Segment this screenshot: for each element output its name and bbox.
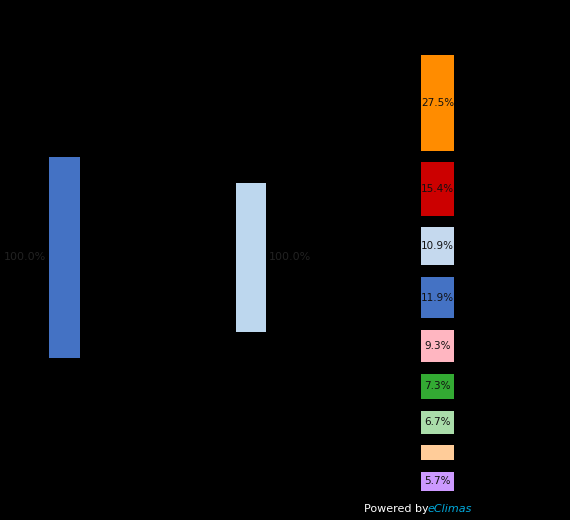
FancyBboxPatch shape [421, 162, 454, 216]
Text: 5.7%: 5.7% [424, 476, 451, 486]
FancyBboxPatch shape [421, 277, 454, 318]
FancyBboxPatch shape [236, 184, 266, 332]
Text: 10.9%: 10.9% [421, 241, 454, 251]
Text: 6.7%: 6.7% [424, 417, 451, 427]
FancyBboxPatch shape [421, 227, 454, 265]
Text: 11.9%: 11.9% [421, 293, 454, 303]
Text: 100.0%: 100.0% [3, 252, 46, 263]
FancyBboxPatch shape [421, 374, 454, 399]
FancyBboxPatch shape [421, 472, 454, 491]
Text: Powered by: Powered by [364, 504, 431, 514]
Text: 7.3%: 7.3% [424, 381, 451, 392]
Text: 27.5%: 27.5% [421, 98, 454, 108]
FancyBboxPatch shape [421, 55, 454, 151]
FancyBboxPatch shape [421, 446, 454, 460]
Text: 100.0%: 100.0% [268, 252, 311, 263]
Text: 15.4%: 15.4% [421, 184, 454, 194]
FancyBboxPatch shape [421, 411, 454, 434]
Text: eClimas: eClimas [428, 504, 472, 514]
FancyBboxPatch shape [421, 330, 454, 362]
Text: 9.3%: 9.3% [424, 341, 451, 351]
FancyBboxPatch shape [48, 158, 80, 358]
